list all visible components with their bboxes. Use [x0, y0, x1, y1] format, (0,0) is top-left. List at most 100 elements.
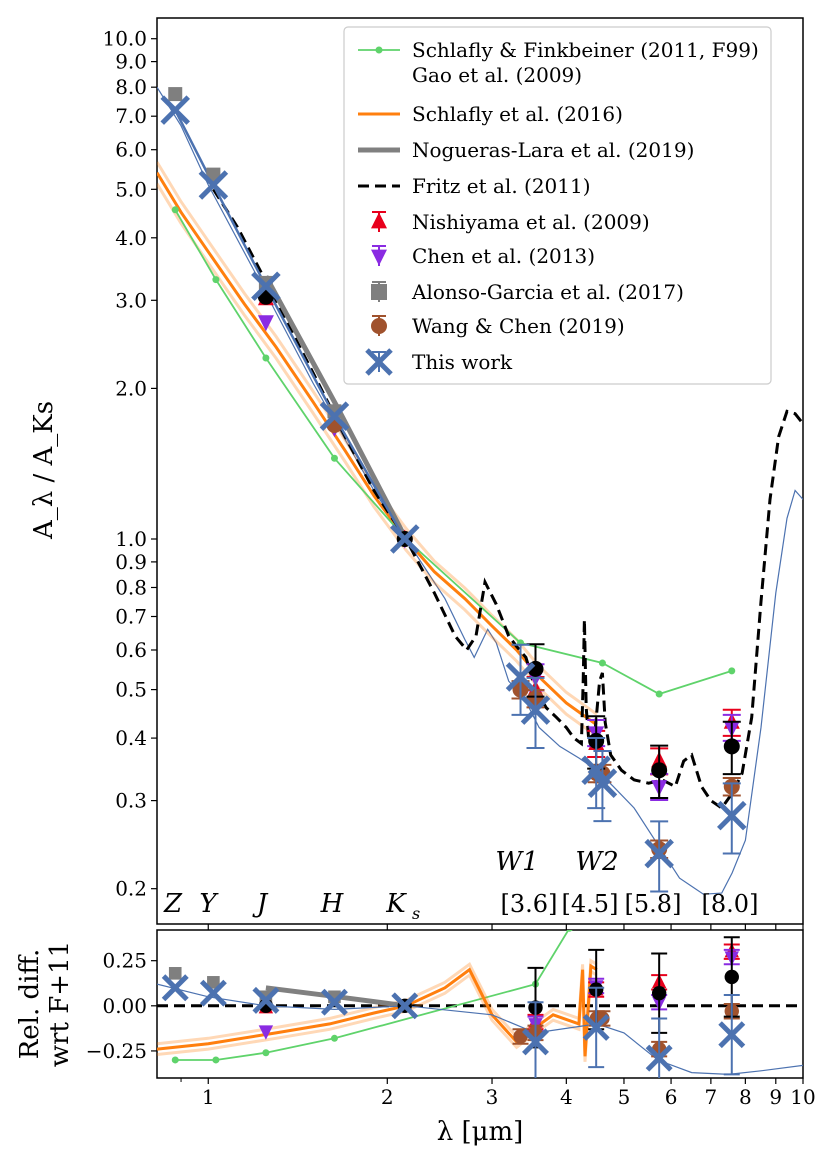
band-label-z: Z [163, 889, 183, 919]
thiswork-diff-point [199, 979, 227, 1007]
thiswork-point-stroke-b [717, 800, 747, 831]
thiswork-point-stroke-b [644, 838, 674, 869]
thiswork-diff-point [718, 1021, 746, 1049]
legend-swatch-marker-stroke-b [365, 348, 393, 376]
sf11-diff-point [212, 1056, 220, 1064]
legend-label: Nishiyama et al. (2009) [412, 210, 650, 234]
thiswork-diff-point-stroke-b [582, 1013, 610, 1041]
x-tick-label: 1 [202, 1085, 215, 1109]
legend-entry-nishiyama: Nishiyama et al. (2009) [371, 210, 650, 234]
band-label-k: K [385, 889, 407, 919]
legend-swatch-marker [371, 284, 387, 300]
legend-label: Schlafly & Finkbeiner (2011, F99) [412, 38, 759, 62]
thiswork-diff-point-stroke-b [391, 992, 419, 1020]
lower-y-title-line1: Rel. diff. [15, 949, 45, 1060]
residual-plot-area [157, 930, 803, 1078]
legend-swatch-marker [365, 348, 393, 376]
thiswork-point [198, 170, 229, 200]
thiswork-diff-point-stroke-b [718, 1021, 746, 1049]
legend-label: Fritz et al. (2011) [412, 174, 591, 198]
legend-label: Schlafly et al. (2016) [412, 102, 623, 126]
y-tick-label: 9.0 [115, 50, 147, 74]
gao-diff-curve [157, 983, 803, 1076]
chen-point [257, 315, 274, 332]
thiswork-diff-point [582, 1013, 610, 1041]
y-tick-label: 0.5 [115, 678, 147, 702]
band-label-h: H [320, 889, 345, 919]
x-tick-label: 9 [769, 1085, 782, 1109]
thiswork-point-stroke-b [319, 401, 350, 431]
thiswork-point-stroke-b [160, 95, 191, 125]
sf11-point [598, 659, 606, 667]
thiswork-point [251, 271, 281, 302]
legend-entry-alonso: Alonso-Garcia et al. (2017) [371, 280, 684, 304]
thiswork-point [587, 768, 618, 798]
legend-entry-schlafly16: Schlafly et al. (2016) [358, 102, 623, 126]
band-label-y: Y [199, 889, 219, 919]
y-tick-label: 1.0 [115, 527, 147, 551]
legend-label: Alonso-Garcia et al. (2017) [411, 280, 684, 304]
y-tick-label: 8.0 [115, 75, 147, 99]
y-tick-label: 0.6 [115, 638, 147, 662]
y-tick-label: 10.0 [102, 27, 147, 51]
thiswork-point-stroke-b [505, 662, 536, 692]
legend-label: Gao et al. (2009) [412, 63, 582, 87]
thiswork-diff-point-stroke-b [252, 986, 280, 1014]
legend-label: Chen et al. (2013) [412, 244, 595, 268]
sf11-point [728, 667, 736, 675]
thiswork-point [390, 524, 420, 554]
chen-diff-point [258, 1025, 274, 1040]
sf11-diff-curve [175, 930, 570, 1061]
sf11-point [262, 354, 270, 362]
sf11-point [330, 454, 338, 462]
legend-entry-gao: Gao et al. (2009) [412, 63, 582, 87]
x-tick-label: 6 [665, 1085, 678, 1109]
x-tick-label: 3 [486, 1085, 499, 1109]
lower-y-tick-label: −0.25 [86, 1039, 147, 1063]
alonso-point [168, 87, 183, 102]
legend-swatch-marker [375, 46, 383, 54]
sf11-point [212, 276, 220, 284]
irac-label-3-6: [3.6] [501, 890, 558, 918]
legend-entry-chen: Chen et al. (2013) [371, 244, 595, 268]
legend-entry-sf11: Schlafly & Finkbeiner (2011, F99) [358, 38, 759, 62]
thiswork-diff-point-stroke-b [522, 1028, 549, 1056]
x-tick-label: 7 [705, 1085, 718, 1109]
lower-y-axis-title: Rel. diff. wrt F+11 [15, 941, 75, 1067]
legend-entry-thiswork: This work [365, 348, 513, 376]
legend-swatch-marker [371, 318, 387, 334]
axis-ticks: 1 2 3 4 5 6 7 8 9 10 0.2 0.3 0.4 0.5 0.6 0.7 0.80.91.0 2.… [86, 27, 816, 1109]
band-label-k-subscript: s [412, 904, 420, 923]
y-tick-label: 0.8 [115, 575, 147, 599]
thiswork-point-stroke-b [581, 755, 611, 785]
thiswork-point-stroke-b [198, 170, 229, 200]
thiswork-diff-point [252, 986, 280, 1014]
legend-swatch-marker [371, 249, 387, 266]
sf11-point [171, 206, 179, 214]
sf11-point [655, 690, 663, 698]
irac-label-5-8: [5.8] [625, 890, 682, 918]
lower-y-tick-label: 0.00 [102, 994, 147, 1018]
thiswork-diff-point-stroke-b [645, 1044, 673, 1072]
irac-label-8-0: [8.0] [702, 890, 759, 918]
main-plot-area [157, 86, 803, 895]
thiswork-point [717, 800, 747, 831]
thiswork-diff-point [522, 1028, 549, 1056]
wise-label-w2: W2 [575, 847, 618, 877]
sf11-diff-point [171, 1056, 179, 1064]
x-tick-label: 5 [618, 1085, 631, 1109]
alonso-diff-point [168, 967, 182, 980]
y-axis-title-text: A_λ / A_Ks [29, 401, 59, 540]
lower-y-tick-label: 0.25 [102, 949, 147, 973]
sf11-diff-point [566, 930, 573, 932]
y-tick-label: 6.0 [115, 138, 147, 162]
thiswork-diff-point-stroke-b [161, 974, 189, 1002]
y-tick-label: 7.0 [115, 104, 147, 128]
y-axis-title: A_λ / A_Ks [29, 401, 59, 540]
legend-entry-wang: Wang & Chen (2019) [371, 314, 625, 338]
legend: Schlafly & Finkbeiner (2011, F99)Gao et … [343, 26, 772, 385]
thiswork-point-stroke-b [587, 768, 618, 798]
y-tick-label: 0.2 [115, 877, 147, 901]
thiswork-diff-point [391, 992, 419, 1020]
fritz-diff-point [724, 969, 739, 985]
